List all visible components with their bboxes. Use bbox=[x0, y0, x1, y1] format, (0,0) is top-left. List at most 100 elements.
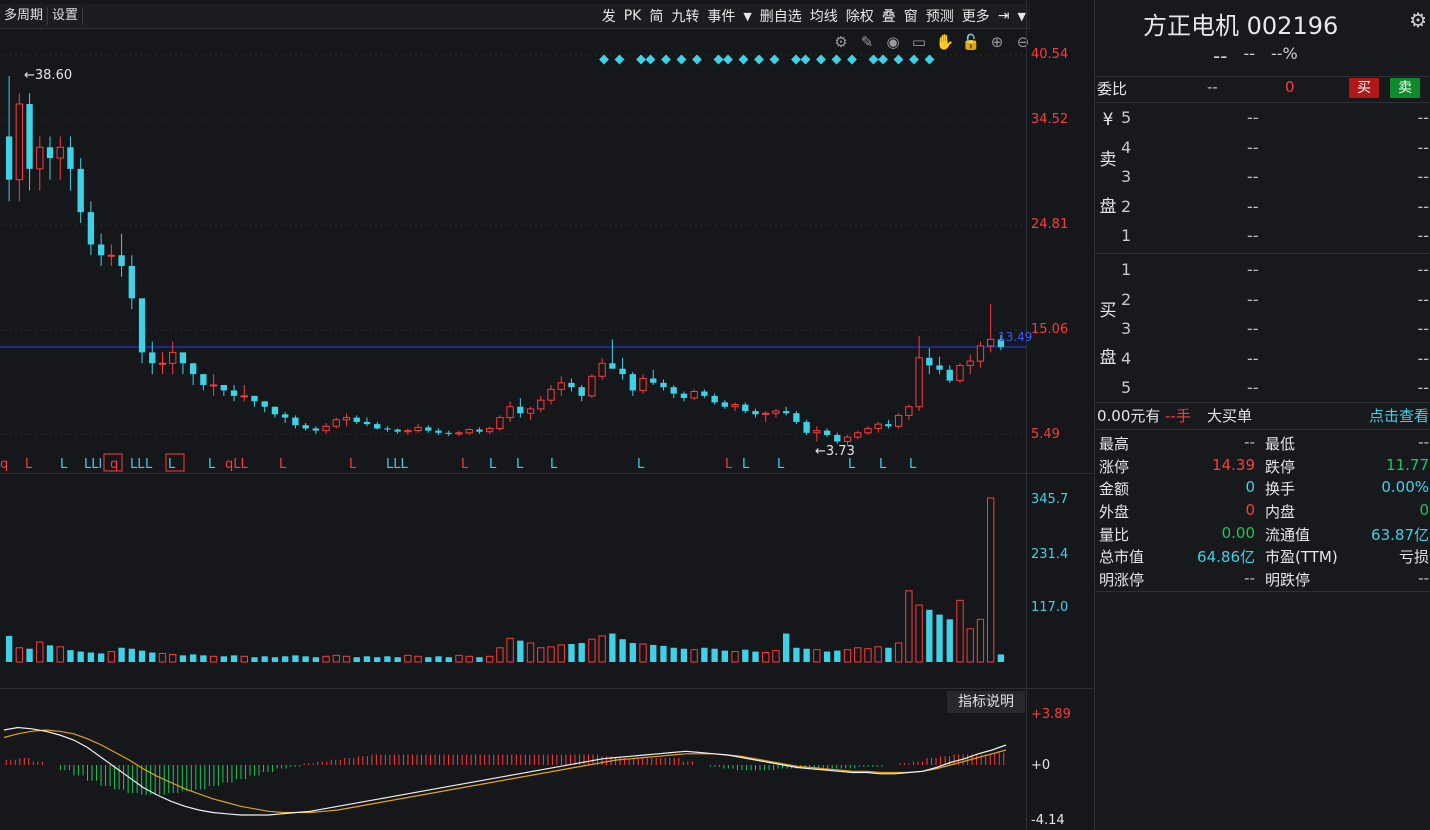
dropdown-icon[interactable]: ▼ bbox=[1017, 9, 1026, 23]
volume-bar bbox=[169, 653, 177, 663]
candle-body bbox=[353, 417, 360, 422]
candle-body bbox=[77, 168, 84, 213]
signal-marker: L bbox=[725, 457, 733, 472]
candle-body bbox=[342, 417, 351, 421]
settings-icon[interactable]: ⚙ bbox=[834, 33, 848, 51]
hand-icon[interactable]: ✋ bbox=[935, 33, 955, 51]
candle-body bbox=[864, 427, 872, 434]
level-volume: -- bbox=[1417, 196, 1429, 216]
stat-row: 金额 0 换手 0.00% bbox=[1095, 478, 1430, 501]
toolbar-item[interactable]: ▼ bbox=[743, 9, 752, 23]
toolbar-item[interactable]: 事件 bbox=[707, 9, 736, 25]
level-volume: -- bbox=[1417, 226, 1429, 245]
candle-body bbox=[711, 395, 718, 403]
volume-bar bbox=[200, 655, 207, 662]
level-volume: -- bbox=[1417, 348, 1429, 368]
candle-body bbox=[823, 430, 831, 435]
candle-body bbox=[282, 414, 289, 418]
toolbar-item[interactable]: 发 bbox=[601, 9, 616, 25]
view-link[interactable]: 点击查看 bbox=[1368, 407, 1429, 425]
buy-level-row: 2 -- -- bbox=[1095, 290, 1430, 318]
volume-bar bbox=[56, 646, 64, 663]
candle-body bbox=[609, 363, 616, 369]
volume-bar bbox=[97, 653, 105, 662]
candle-body bbox=[200, 374, 207, 385]
divider bbox=[1095, 429, 1430, 430]
stat-value: 63.87亿 bbox=[1371, 525, 1429, 544]
candle-body bbox=[240, 395, 248, 398]
toolbar-item[interactable]: 预测 bbox=[925, 9, 954, 25]
volume-bar bbox=[986, 497, 995, 663]
sell-level-row: 4 -- -- bbox=[1095, 138, 1430, 166]
level-price: -- bbox=[1247, 137, 1259, 157]
signal-diamond bbox=[713, 54, 724, 65]
stat-label: 明跌停 bbox=[1265, 571, 1311, 590]
stat-label: 总市值 bbox=[1099, 548, 1145, 567]
chart-area[interactable]: 多周期 设置 发 PK 简九转 事件 ▼ 删自选 均线 除权叠窗预测 更多 ⇥ ▼ ⚙ ✎ ◉ ▭ ✋ 🔓 ⊕ ⊖ … bbox=[0, 0, 1093, 830]
volume-bar bbox=[619, 639, 626, 662]
signal-marker: L bbox=[742, 457, 750, 472]
lock-icon[interactable]: 🔓 bbox=[961, 33, 981, 51]
volume-axis-label: 117.0 bbox=[1031, 600, 1069, 615]
volume-bar bbox=[864, 648, 872, 663]
volume-bar bbox=[772, 650, 780, 663]
candle-body bbox=[956, 364, 964, 382]
toolbar-item[interactable]: 除权 bbox=[845, 9, 874, 25]
signal-marker: L bbox=[349, 457, 357, 472]
toolbar-item[interactable]: 多周期 bbox=[0, 7, 49, 25]
toolbar-item[interactable]: 更多 bbox=[961, 9, 990, 25]
candle-body bbox=[936, 365, 943, 370]
basket-icon[interactable]: ▭ bbox=[911, 33, 927, 51]
volume-bar bbox=[690, 649, 698, 663]
volume-bar bbox=[435, 656, 442, 662]
candle-body bbox=[56, 146, 64, 159]
toolbar-item[interactable]: 简 bbox=[649, 9, 664, 25]
stat-label: 最高 bbox=[1099, 435, 1130, 453]
candle-body bbox=[557, 382, 565, 390]
toolbar-item[interactable]: 九转 bbox=[671, 9, 700, 25]
volume-bar bbox=[752, 651, 759, 662]
volume-bar bbox=[915, 604, 923, 663]
stat-value: -- bbox=[1244, 569, 1255, 588]
gear-icon[interactable]: ⚙ bbox=[1409, 8, 1427, 32]
toolbar-item[interactable]: 叠 bbox=[881, 9, 896, 25]
volume-bar bbox=[976, 618, 985, 663]
toolbar-item[interactable]: 删自选 bbox=[759, 9, 802, 25]
zoom-in-icon[interactable]: ⊕ bbox=[990, 33, 1004, 51]
level-number: 2 bbox=[1121, 196, 1132, 216]
volume-bar bbox=[414, 655, 422, 663]
pin-right-icon[interactable]: ⇥ bbox=[997, 8, 1010, 24]
signal-diamond bbox=[893, 54, 904, 65]
sell-level-row: 5 -- -- bbox=[1095, 108, 1430, 136]
candle-body bbox=[476, 429, 483, 432]
volume-bar bbox=[526, 642, 535, 663]
candle-body bbox=[220, 384, 227, 391]
divider bbox=[1095, 102, 1430, 103]
candle-body bbox=[547, 388, 555, 401]
toolbar-item[interactable]: 均线 bbox=[809, 9, 838, 25]
volume-bar bbox=[639, 643, 647, 663]
volume-bar bbox=[946, 619, 953, 662]
volume-bar bbox=[107, 651, 116, 663]
candle-body bbox=[363, 421, 371, 425]
pen-icon[interactable]: ✎ bbox=[860, 33, 874, 51]
toolbar-item[interactable]: 窗 bbox=[903, 9, 918, 25]
volume-bar bbox=[332, 654, 340, 663]
toolbar-item[interactable]: PK bbox=[623, 8, 642, 24]
candle-body bbox=[894, 414, 903, 427]
sell-button[interactable]: 卖 bbox=[1390, 78, 1420, 98]
toolbar-item[interactable]: 设置 bbox=[48, 7, 84, 25]
buy-button[interactable]: 买 bbox=[1349, 78, 1379, 98]
candle-body bbox=[128, 266, 135, 299]
volume-bar bbox=[742, 649, 749, 662]
eye-icon[interactable]: ◉ bbox=[886, 33, 900, 51]
volume-bar bbox=[445, 657, 452, 662]
level-price: -- bbox=[1247, 260, 1259, 279]
signal-marker: q bbox=[0, 457, 8, 472]
volume-bar bbox=[220, 656, 227, 662]
signal-diamond bbox=[831, 54, 842, 65]
indicator-help-button[interactable]: 指标说明 bbox=[947, 691, 1025, 713]
dea-line bbox=[3, 729, 1007, 814]
volume-bar bbox=[803, 648, 810, 662]
